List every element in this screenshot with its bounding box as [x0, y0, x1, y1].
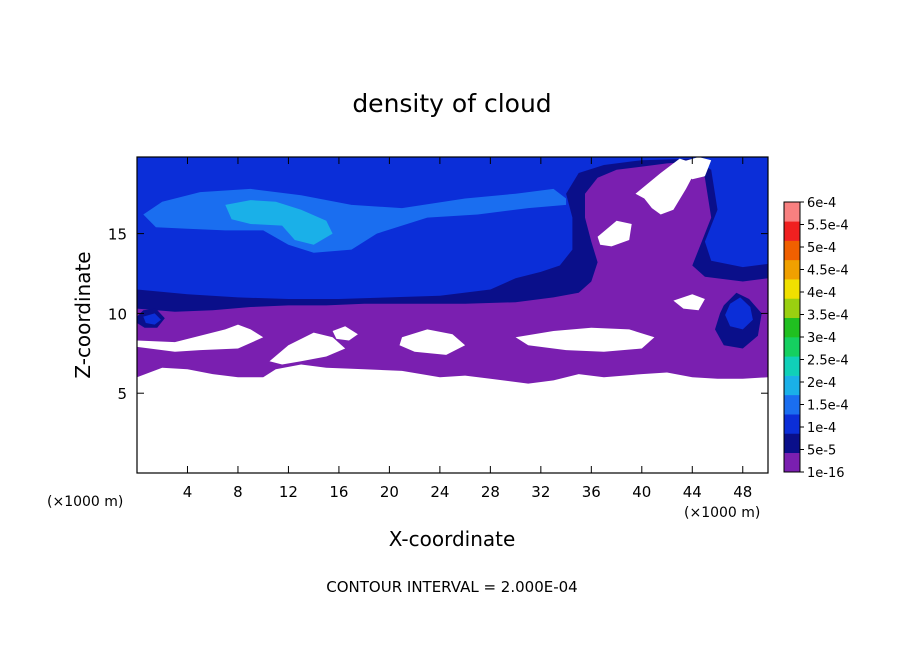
colorbar-label: 3.5e-4	[807, 309, 849, 324]
x-tick-label: 48	[733, 483, 752, 501]
clear-sky-region-5	[673, 294, 705, 311]
x-tick-label: 28	[481, 483, 500, 501]
x-tick-label: 16	[329, 483, 348, 501]
colorbar-swatch	[784, 375, 800, 396]
x-tick-label: 36	[582, 483, 601, 501]
clear-sky-region-7	[597, 220, 632, 247]
clear-sky-region-3	[399, 329, 466, 355]
x-tick-label: 40	[632, 483, 651, 501]
chart-title: density of cloud	[352, 89, 551, 118]
colorbar: 1e-16 5e-5 1e-4 1.5e-4 2e-4 2.5e-4 3e-4 3.5e-4 4…	[783, 196, 849, 481]
clear-sky-region-0	[137, 324, 264, 352]
x-tick-label: 24	[430, 483, 449, 501]
y-tick-label: 10	[108, 305, 127, 323]
x-axis: 4 8 12 16 20 24 28 32 36 40 44 48	[183, 157, 752, 501]
x-tick-label: 8	[233, 483, 243, 501]
x-tick-label: 32	[531, 483, 550, 501]
x-tick-label: 44	[683, 483, 702, 501]
colorbar-swatch	[784, 433, 800, 454]
plot-area	[137, 157, 768, 384]
colorbar-swatch	[784, 394, 800, 415]
y-axis: 5 10 15	[108, 226, 768, 403]
x-unit-label: (×1000 m)	[684, 505, 760, 521]
colorbar-swatch	[784, 221, 800, 241]
clear-sky-region-2	[332, 326, 358, 341]
colorbar-swatch	[784, 240, 800, 261]
colorbar-swatch	[784, 337, 800, 357]
colorbar-label: 1e-16	[807, 466, 845, 481]
plot-frame	[136, 156, 769, 474]
colorbar-label: 5e-5	[807, 444, 836, 459]
x-tick-label: 4	[183, 483, 193, 501]
density-region-6	[725, 297, 753, 330]
colorbar-label: 4e-4	[807, 286, 836, 301]
z-unit-label: (×1000 m)	[47, 494, 123, 510]
colorbar-label: 4.5e-4	[807, 264, 849, 279]
colorbar-label: 1e-4	[807, 421, 836, 436]
colorbar-swatch	[784, 202, 800, 222]
colorbar-label: 5.5e-4	[807, 219, 849, 234]
x-tick-label: 20	[380, 483, 399, 501]
colorbar-label: 5e-4	[807, 241, 836, 256]
x-axis-label: X-coordinate	[389, 527, 516, 551]
colorbar-label: 3e-4	[807, 331, 836, 346]
colorbar-swatch	[784, 279, 800, 299]
colorbar-swatch	[784, 298, 800, 319]
x-tick-label: 12	[279, 483, 298, 501]
colorbar-swatch	[784, 452, 800, 473]
y-tick-label: 5	[117, 385, 127, 403]
colorbar-label: 2.5e-4	[807, 354, 849, 369]
colorbar-label: 6e-4	[807, 196, 836, 211]
y-axis-label: Z-coordinate	[71, 251, 95, 378]
colorbar-swatch	[784, 259, 800, 280]
colorbar-label: 1.5e-4	[807, 399, 849, 414]
clear-sky-region-1	[269, 332, 346, 365]
clear-sky-region-8	[682, 157, 712, 180]
y-tick-label: 15	[108, 226, 127, 244]
colorbar-swatch	[784, 317, 800, 338]
colorbar-label: 2e-4	[807, 376, 836, 391]
density-region-4	[225, 200, 333, 245]
clear-sky-region-4	[515, 327, 655, 352]
colorbar-swatch	[784, 356, 800, 376]
density-region-2	[137, 157, 768, 299]
contour-interval-note: CONTOUR INTERVAL = 2.000E-04	[326, 578, 577, 596]
density-region-8	[143, 313, 161, 325]
colorbar-swatch	[784, 414, 800, 434]
